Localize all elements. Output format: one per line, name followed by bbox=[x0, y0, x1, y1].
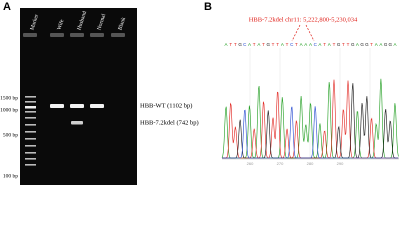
base-call: G bbox=[238, 42, 242, 47]
base-call: T bbox=[272, 42, 275, 47]
base-call: A bbox=[356, 42, 359, 47]
size-marker: 500 bp bbox=[3, 132, 18, 138]
ladder-band bbox=[25, 164, 36, 166]
base-call: G bbox=[337, 42, 341, 47]
base-call: G bbox=[384, 42, 388, 47]
base-call: C bbox=[243, 42, 247, 47]
gel bbox=[20, 8, 137, 185]
deletion-annotation: HBB-7.2kdel chr11: 5,222,800-5,230,034 bbox=[249, 16, 358, 23]
base-call: A bbox=[304, 42, 307, 47]
base-call: A bbox=[309, 42, 312, 47]
size-marker: 1000 bp bbox=[0, 107, 18, 113]
base-call: T bbox=[347, 42, 350, 47]
base-call: T bbox=[234, 42, 237, 47]
base-call: A bbox=[224, 42, 227, 47]
ladder-band bbox=[25, 138, 36, 140]
ladder-band bbox=[25, 106, 36, 109]
band bbox=[50, 104, 64, 108]
base-call: C bbox=[290, 42, 294, 47]
trace bbox=[222, 106, 399, 159]
lane-label: Wife bbox=[55, 18, 65, 31]
gel-content: Marker Wife Husband Normal Blank bbox=[23, 10, 127, 166]
base-call: A bbox=[393, 42, 396, 47]
band-label: HBB-7.2kdel (742 bp) bbox=[140, 119, 199, 126]
base-call: G bbox=[389, 42, 393, 47]
well bbox=[90, 33, 104, 37]
base-call: A bbox=[328, 42, 331, 47]
ladder-band bbox=[25, 131, 36, 133]
position-label: 290 bbox=[337, 161, 344, 166]
band bbox=[90, 104, 104, 108]
base-call: T bbox=[342, 42, 345, 47]
base-call: A bbox=[257, 42, 260, 47]
base-call: C bbox=[314, 42, 318, 47]
base-call: A bbox=[318, 42, 321, 47]
base-call: T bbox=[262, 42, 265, 47]
base-call: A bbox=[379, 42, 382, 47]
ladder-band bbox=[25, 96, 36, 98]
size-marker: 1500 bp bbox=[0, 95, 18, 101]
well bbox=[70, 33, 84, 37]
base-call: G bbox=[266, 42, 270, 47]
size-marker: 100 bp bbox=[3, 173, 18, 179]
base-call: A bbox=[375, 42, 378, 47]
ladder-band bbox=[25, 111, 36, 113]
band bbox=[71, 121, 83, 125]
lane-label: Husband bbox=[76, 10, 88, 31]
base-call: T bbox=[370, 42, 373, 47]
base-call: G bbox=[360, 42, 364, 47]
base-call: G bbox=[365, 42, 369, 47]
chromatogram: A T T G C A T A T G T T A T C T A A A C A T A T G T T G A G G T A A G G A260… bbox=[221, 42, 399, 166]
base-call: A bbox=[248, 42, 251, 47]
position-label: 280 bbox=[307, 161, 314, 166]
position-label: 260 bbox=[247, 161, 254, 166]
base-call: A bbox=[300, 42, 303, 47]
base-call: T bbox=[253, 42, 256, 47]
well bbox=[50, 33, 64, 37]
band-label: HBB-WT (1102 bp) bbox=[140, 102, 192, 109]
base-call: G bbox=[351, 42, 355, 47]
base-call: T bbox=[333, 42, 336, 47]
pointer bbox=[305, 24, 315, 42]
lane-label: Marker bbox=[29, 14, 40, 31]
base-call: T bbox=[286, 42, 289, 47]
base-call: A bbox=[281, 42, 284, 47]
base-call: T bbox=[295, 42, 298, 47]
ladder-band bbox=[25, 101, 36, 103]
ladder-band bbox=[25, 158, 36, 160]
ladder-band bbox=[25, 124, 36, 126]
base-call: T bbox=[229, 42, 232, 47]
pointer bbox=[291, 24, 301, 42]
panel-label: A bbox=[3, 1, 11, 13]
lane-label: Blank bbox=[117, 16, 127, 31]
ladder-band bbox=[25, 152, 36, 154]
lane-label: Normal bbox=[96, 13, 107, 31]
well bbox=[111, 33, 125, 37]
base-call: T bbox=[323, 42, 326, 47]
position-label: 270 bbox=[277, 161, 284, 166]
base-call: T bbox=[276, 42, 279, 47]
band bbox=[70, 104, 84, 108]
panel-label: B bbox=[204, 1, 212, 13]
ladder-band bbox=[25, 117, 36, 119]
ladder-band bbox=[25, 145, 36, 147]
well bbox=[23, 33, 37, 37]
